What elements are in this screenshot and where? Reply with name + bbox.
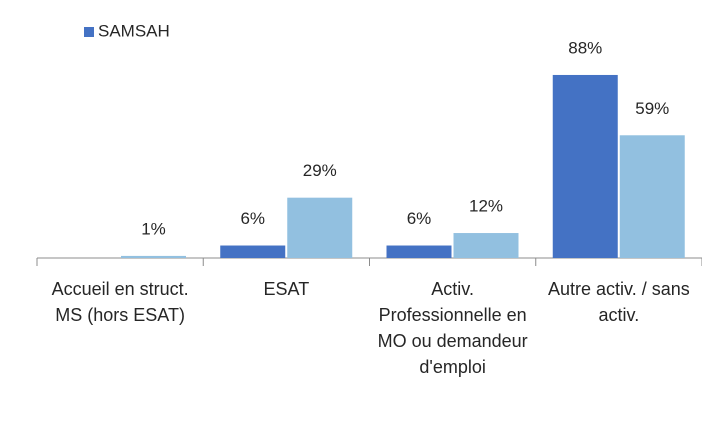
legend-label: SAMSAH bbox=[98, 21, 170, 40]
legend-swatch bbox=[84, 27, 94, 37]
x-tick-label: Accueil en struct. MS (hors ESAT) bbox=[51, 279, 189, 325]
bar bbox=[287, 197, 353, 258]
bar bbox=[552, 74, 618, 259]
data-label: 29% bbox=[303, 161, 337, 180]
bar bbox=[220, 245, 286, 258]
data-label: 88% bbox=[568, 38, 602, 57]
x-tick-label: Autre activ. / sans activ. bbox=[548, 279, 690, 325]
x-tick-label: ESAT bbox=[263, 279, 310, 299]
data-label: 12% bbox=[469, 197, 503, 216]
data-label: 6% bbox=[407, 209, 432, 228]
bar bbox=[619, 135, 685, 258]
bar bbox=[386, 245, 452, 258]
bar bbox=[453, 233, 519, 258]
data-label: 59% bbox=[635, 99, 669, 118]
bar bbox=[121, 255, 186, 258]
x-tick-label: Activ. Professionnelle en MO ou demandeu… bbox=[377, 279, 528, 377]
data-label: 6% bbox=[240, 209, 265, 228]
data-label: 1% bbox=[141, 219, 166, 238]
